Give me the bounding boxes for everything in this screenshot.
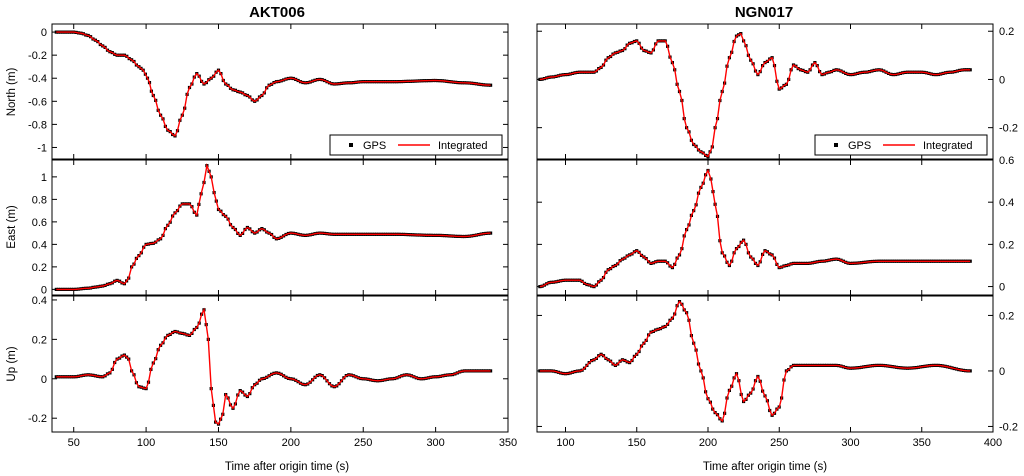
panel-ngn017-east: 0 0.2 0.4 0.6 (536, 155, 1014, 296)
ylabel-up: Up (m) (6, 346, 18, 381)
legend-gps-label: GPS (848, 140, 871, 152)
ylabel-east: East (m) (6, 205, 18, 249)
gps-series (54, 164, 493, 291)
y-tick-label: -0.2 (28, 50, 47, 62)
panel-ngn017-up: 0.2 0 -0.2 100 150 200 250 300 350 400 (536, 295, 1018, 449)
panel-frame (536, 295, 994, 433)
x-tick-label: 150 (628, 437, 646, 449)
legend-gps-marker (349, 143, 353, 147)
y-tick-label: 0.4 (32, 295, 47, 307)
x-tick-label: 100 (137, 437, 155, 449)
column-title-akt006: AKT006 (249, 4, 305, 21)
column-title-ngn017: NGN017 (735, 4, 793, 21)
x-tick-label: 150 (209, 437, 227, 449)
panel-akt006-up: 0.4 0.2 0 -0.2 50 100 150 200 250 300 350 (28, 295, 517, 449)
panel-frame (51, 23, 509, 160)
integrated-line (539, 32, 971, 158)
legend-integrated-label: Integrated (438, 140, 488, 152)
panels: 0 -0.2 -0.4 -0.6 -0.8 -1 GPS Integrated 0.2 0 -0.2… (28, 23, 1018, 449)
x-tick-label: 50 (68, 437, 80, 449)
y-tick-label: -0.6 (28, 96, 47, 108)
x-tick-label: 250 (770, 437, 788, 449)
y-tick-label: -0.2 (999, 421, 1018, 433)
legend-integrated-label: Integrated (923, 140, 973, 152)
y-tick-label: 0.2 (32, 334, 47, 346)
gps-series (538, 168, 972, 289)
panel-frame (51, 159, 509, 296)
x-tick-label: 250 (354, 437, 372, 449)
x-tick-label: 350 (499, 437, 517, 449)
x-tick-label: 300 (426, 437, 444, 449)
y-tick-label: -1 (37, 142, 47, 154)
x-tick-label: 200 (282, 437, 300, 449)
integrated-line (56, 31, 491, 137)
legend-gps-marker (834, 143, 838, 147)
y-tick-label: 0 (41, 284, 47, 296)
x-tick-label: 350 (913, 437, 931, 449)
y-tick-label: 0.4 (999, 197, 1014, 209)
y-tick-label: 0.2 (999, 26, 1014, 38)
gps-series (54, 308, 493, 426)
y-tick-label: 0.2 (999, 239, 1014, 251)
y-tick-label: 0.6 (999, 155, 1014, 167)
y-tick-label: 0.6 (32, 217, 47, 229)
y-tick-label: -0.8 (28, 119, 47, 131)
y-tick-label: 1 (41, 172, 47, 184)
y-tick-label: 0 (999, 366, 1005, 378)
legend: GPS Integrated (814, 134, 988, 156)
integrated-line (56, 307, 491, 426)
integrated-line (539, 300, 971, 423)
integrated-line (539, 168, 971, 288)
legend-gps-label: GPS (363, 140, 386, 152)
x-tick-label: 200 (699, 437, 717, 449)
y-tick-label: -0.2 (999, 123, 1018, 135)
y-tick-label: -0.2 (28, 413, 47, 425)
x-tick-label: 300 (841, 437, 859, 449)
panel-akt006-east: 0 0.2 0.4 0.6 0.8 1 (32, 159, 509, 296)
xlabel-ngn017: Time after origin time (s) (703, 461, 827, 473)
panel-frame (51, 295, 509, 433)
y-tick-label: 0.2 (999, 310, 1014, 322)
panel-frame (536, 23, 994, 160)
ylabel-north: North (m) (6, 68, 18, 117)
gps-series (54, 30, 493, 138)
y-tick-label: 0 (999, 74, 1005, 86)
integrated-line (56, 162, 491, 291)
y-tick-label: 0 (999, 282, 1005, 294)
panel-frame (536, 159, 994, 296)
y-tick-label: -0.4 (28, 73, 47, 85)
legend: GPS Integrated (329, 134, 503, 156)
y-tick-label: 0 (41, 374, 47, 386)
y-tick-label: 0.8 (32, 194, 47, 206)
panel-akt006-north: 0 -0.2 -0.4 -0.6 -0.8 -1 GPS Integrated (28, 23, 509, 160)
gps-series (538, 300, 972, 423)
y-tick-label: 0 (41, 27, 47, 39)
xlabel-akt006: Time after origin time (s) (225, 461, 349, 473)
panel-ngn017-north: 0.2 0 -0.2 GPS Integrated (536, 23, 1018, 160)
x-tick-label: 100 (556, 437, 574, 449)
y-tick-label: 0.4 (32, 239, 47, 251)
y-tick-label: 0.2 (32, 262, 47, 274)
x-tick-label: 400 (984, 437, 1002, 449)
